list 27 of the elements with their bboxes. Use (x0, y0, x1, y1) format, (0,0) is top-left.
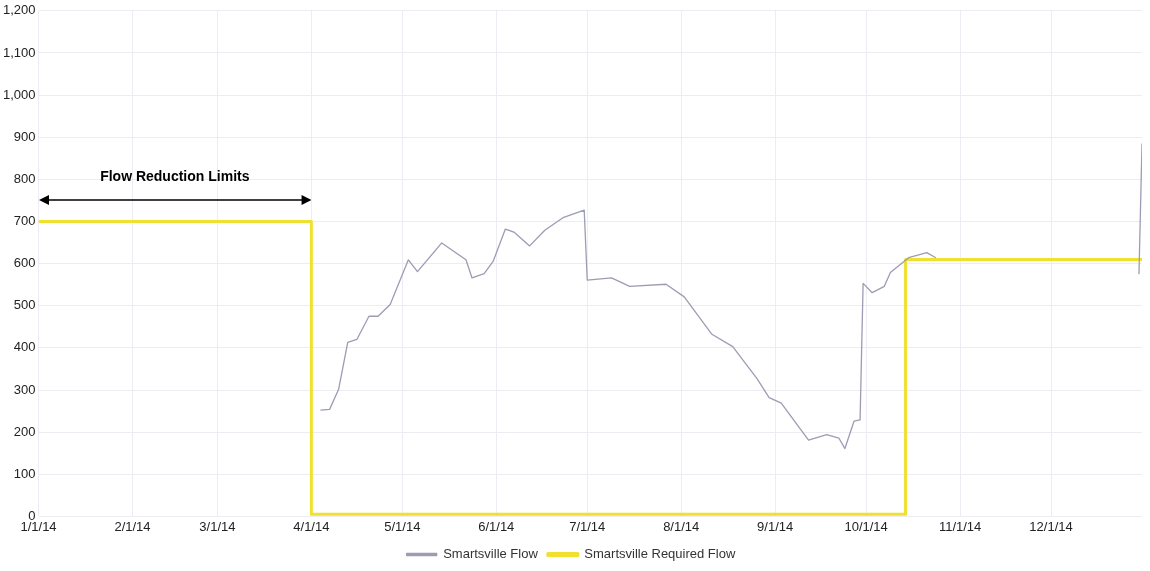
y-tick-label: 400 (13, 339, 36, 355)
annotation: Flow Reduction Limits (100, 168, 250, 185)
x-tick-label: 9/1/14 (757, 518, 794, 534)
y-tick-label: 300 (13, 381, 36, 397)
x-tick-label: 4/1/14 (293, 518, 330, 534)
y-tick-label: 200 (13, 423, 36, 439)
y-tick-label: 0 (28, 507, 36, 523)
y-tick-label: 500 (13, 297, 36, 313)
y-tick-label: 900 (13, 128, 36, 144)
x-tick-label: 11/1/14 (938, 518, 982, 534)
x-tick-label: 12/1/14 (1029, 518, 1073, 534)
y-tick-label: 100 (13, 465, 36, 481)
x-tick-label: 2/1/14 (114, 518, 151, 534)
y-tick-label: 1,000 (2, 86, 36, 102)
y-tick-label: 700 (13, 213, 36, 229)
legend-label: Smartsville Flow (443, 546, 539, 562)
x-tick-label: 8/1/14 (663, 518, 700, 534)
x-tick-label: 3/1/14 (199, 518, 236, 534)
y-tick-label: 1,100 (2, 44, 36, 60)
legend-label: Smartsville Required Flow (584, 546, 736, 562)
x-tick-label: 7/1/14 (569, 518, 606, 534)
x-tick-label: 5/1/14 (384, 518, 421, 534)
x-tick-label: 6/1/14 (478, 518, 515, 534)
x-tick-label: 10/1/14 (844, 518, 888, 534)
y-tick-label: 800 (13, 170, 36, 186)
y-tick-label: 600 (13, 255, 36, 271)
y-tick-label: 1,200 (2, 2, 36, 18)
